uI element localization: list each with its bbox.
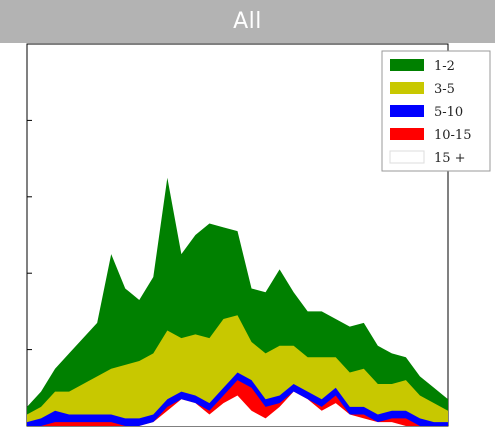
legend-label-1: 3-5 <box>434 82 455 97</box>
legend-label-2: 5-10 <box>434 105 463 120</box>
chart-title: All <box>233 9 262 34</box>
legend-swatch-1 <box>390 82 424 94</box>
legend-label-0: 1-2 <box>434 59 455 74</box>
legend-swatch-3 <box>390 128 424 140</box>
legend-label-4: 15 + <box>434 151 466 166</box>
legend-swatch-2 <box>390 105 424 117</box>
legend-swatch-0 <box>390 59 424 71</box>
legend: 1-2 3-5 5-10 10-15 15 + <box>381 50 491 172</box>
area-series-0 <box>27 391 448 426</box>
legend-swatch-4 <box>389 150 425 164</box>
legend-label-3: 10-15 <box>434 128 471 143</box>
title-bar: All <box>0 0 495 43</box>
